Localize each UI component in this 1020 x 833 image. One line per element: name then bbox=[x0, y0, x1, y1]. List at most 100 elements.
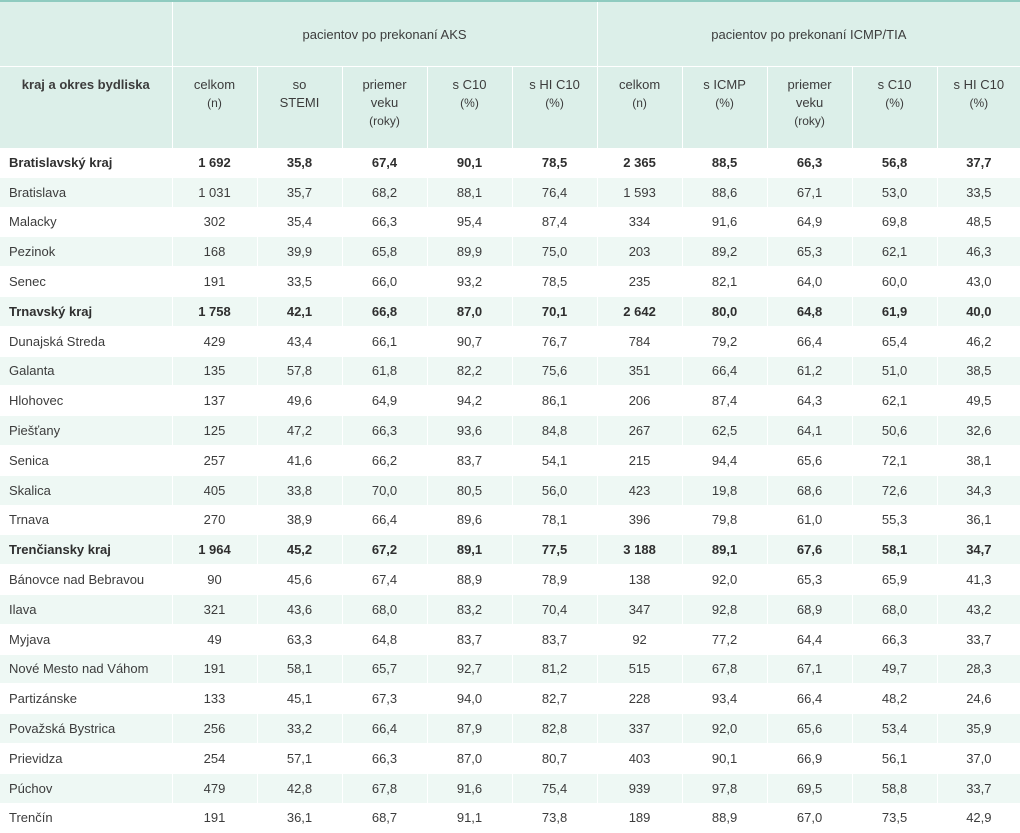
cell-value: 64,9 bbox=[341, 385, 427, 417]
cell-value: 66,2 bbox=[341, 445, 427, 476]
cell-value: 784 bbox=[596, 326, 683, 357]
cell-value: 337 bbox=[596, 713, 683, 744]
cell-value: 66,9 bbox=[766, 743, 853, 774]
cell-value: 67,8 bbox=[341, 773, 427, 804]
cell-value: 45,6 bbox=[256, 564, 342, 595]
table-row-region: Trenčiansky kraj 1 964 45,2 67,2 89,1 77,5 3 1… bbox=[0, 534, 1020, 566]
cell-value: 64,3 bbox=[766, 385, 853, 417]
cell-value: 66,3 bbox=[766, 148, 853, 178]
cell-value: 50,6 bbox=[851, 415, 938, 446]
cell-value: 270 bbox=[171, 505, 257, 536]
cell-value: 89,9 bbox=[426, 236, 512, 268]
cell-value: 43,2 bbox=[936, 594, 1020, 625]
cell-value: 67,1 bbox=[766, 654, 853, 685]
cell-value: 67,8 bbox=[681, 654, 768, 685]
cell-value: 61,2 bbox=[766, 356, 853, 387]
cell-value: 38,1 bbox=[936, 445, 1020, 476]
cell-region-name: Trenčín bbox=[0, 803, 172, 833]
cell-region-name: Dunajská Streda bbox=[0, 326, 172, 357]
cell-value: 235 bbox=[596, 266, 683, 297]
cell-value: 68,0 bbox=[851, 594, 938, 625]
cell-value: 62,1 bbox=[851, 236, 938, 268]
cell-value: 70,1 bbox=[511, 296, 598, 327]
cell-value: 46,3 bbox=[936, 236, 1020, 268]
cell-value: 405 bbox=[171, 475, 257, 506]
cell-value: 68,9 bbox=[766, 594, 853, 625]
table-row: Dunajská Streda 429 43,4 66,1 90,7 76,7 784 79,… bbox=[0, 326, 1020, 357]
cell-value: 49,5 bbox=[936, 385, 1020, 417]
cell-value: 53,0 bbox=[851, 177, 938, 208]
cell-value: 65,7 bbox=[341, 654, 427, 685]
cell-region-name: Púchov bbox=[0, 773, 172, 804]
cell-value: 40,0 bbox=[936, 296, 1020, 327]
cell-value: 38,5 bbox=[936, 356, 1020, 387]
cell-region-name: Myjava bbox=[0, 624, 172, 655]
cell-value: 257 bbox=[171, 445, 257, 476]
cell-value: 2 365 bbox=[596, 148, 683, 178]
cell-value: 58,1 bbox=[256, 654, 342, 685]
cell-value: 91,6 bbox=[426, 773, 512, 804]
cell-value: 82,8 bbox=[511, 713, 598, 744]
cell-value: 95,4 bbox=[426, 207, 512, 238]
cell-value: 83,2 bbox=[426, 594, 512, 625]
table-row: Trenčín 191 36,1 68,7 91,1 73,8 189 88,9 67,0 73,… bbox=[0, 803, 1020, 833]
cell-value: 66,3 bbox=[341, 207, 427, 238]
cell-value: 70,4 bbox=[511, 594, 598, 625]
cell-value: 69,8 bbox=[851, 207, 938, 238]
cell-value: 135 bbox=[171, 356, 257, 387]
table-row: Prievidza 254 57,1 66,3 87,0 80,7 403 90,1 66,9 5… bbox=[0, 743, 1020, 774]
cell-region-name: Bratislava bbox=[0, 177, 172, 208]
cell-value: 77,2 bbox=[681, 624, 768, 655]
cell-value: 80,7 bbox=[511, 743, 598, 774]
cell-value: 35,8 bbox=[256, 148, 342, 178]
cell-region-name: Bánovce nad Bebravou bbox=[0, 564, 172, 595]
cell-value: 42,1 bbox=[256, 296, 342, 327]
table-row: Považská Bystrica 256 33,2 66,4 87,9 82,8 337 9… bbox=[0, 713, 1020, 744]
cell-region-name: Senica bbox=[0, 445, 172, 476]
cell-value: 65,3 bbox=[766, 236, 853, 268]
column-header-aks-celkom: celkom (n) bbox=[171, 66, 257, 148]
cell-value: 73,5 bbox=[851, 803, 938, 833]
cell-value: 41,6 bbox=[256, 445, 342, 476]
column-header-row: kraj a okres bydliska celkom (n) so STEMI … bbox=[0, 66, 1020, 148]
cell-value: 76,7 bbox=[511, 326, 598, 357]
column-header-aks-stemi: so STEMI bbox=[256, 66, 342, 148]
cell-value: 64,8 bbox=[341, 624, 427, 655]
table-row: Bratislava 1 031 35,7 68,2 88,1 76,4 1 593 88,6… bbox=[0, 177, 1020, 208]
cell-region-name: Piešťany bbox=[0, 415, 172, 446]
cell-value: 87,0 bbox=[426, 296, 512, 327]
cell-value: 78,5 bbox=[511, 266, 598, 297]
cell-value: 321 bbox=[171, 594, 257, 625]
table-row-region: Trnavský kraj 1 758 42,1 66,8 87,0 70,1 2 642 8… bbox=[0, 296, 1020, 327]
cell-value: 89,2 bbox=[681, 236, 768, 268]
cell-value: 72,6 bbox=[851, 475, 938, 506]
cell-value: 55,3 bbox=[851, 505, 938, 536]
cell-region-name: Ilava bbox=[0, 594, 172, 625]
cell-value: 1 758 bbox=[171, 296, 257, 327]
cell-value: 65,6 bbox=[766, 713, 853, 744]
cell-value: 78,9 bbox=[511, 564, 598, 595]
cell-value: 67,3 bbox=[341, 683, 427, 715]
cell-value: 67,6 bbox=[766, 534, 853, 566]
cell-value: 1 692 bbox=[171, 148, 257, 178]
cell-value: 84,8 bbox=[511, 415, 598, 446]
cell-value: 37,0 bbox=[936, 743, 1020, 774]
table-row: Skalica 405 33,8 70,0 80,5 56,0 423 19,8 68,6 72,… bbox=[0, 475, 1020, 506]
table-row: Nové Mesto nad Váhom 191 58,1 65,7 92,7 81,2 5… bbox=[0, 654, 1020, 685]
cell-value: 87,0 bbox=[426, 743, 512, 774]
cell-value: 42,8 bbox=[256, 773, 342, 804]
group-header-aks: pacientov po prekonaní AKS bbox=[171, 2, 598, 67]
cell-value: 75,0 bbox=[511, 236, 598, 268]
cell-value: 43,6 bbox=[256, 594, 342, 625]
cell-region-name: Trenčiansky kraj bbox=[0, 534, 172, 566]
cell-value: 94,4 bbox=[681, 445, 768, 476]
cell-value: 191 bbox=[171, 803, 257, 833]
cell-value: 61,8 bbox=[341, 356, 427, 387]
cell-value: 64,9 bbox=[766, 207, 853, 238]
cell-value: 87,4 bbox=[511, 207, 598, 238]
cell-value: 35,9 bbox=[936, 713, 1020, 744]
cell-value: 2 642 bbox=[596, 296, 683, 327]
cell-value: 33,8 bbox=[256, 475, 342, 506]
cell-region-name: Senec bbox=[0, 266, 172, 297]
column-header-icmp-c10: s C10 (%) bbox=[851, 66, 938, 148]
